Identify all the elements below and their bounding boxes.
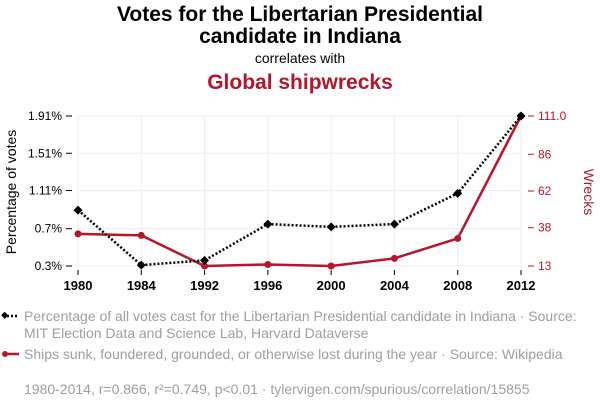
series-line-shipwrecks	[77, 115, 523, 268]
right-tick-label: 111.0	[538, 109, 567, 123]
point-shipwrecks	[201, 262, 209, 270]
left-axis-label: Percentage of votes	[3, 130, 19, 255]
x-tick-label: 2012	[507, 278, 536, 293]
chart-connector: correlates with	[255, 50, 345, 66]
chart-title-line1: Votes for the Libertarian Presidential	[117, 3, 483, 26]
right-tick-label: 62	[538, 184, 552, 198]
legend-swatch-votes	[1, 311, 19, 319]
left-tick-label: 1.51%	[28, 146, 62, 160]
x-tick-label: 2008	[443, 278, 472, 293]
point-shipwrecks	[454, 234, 462, 242]
point-shipwrecks	[390, 254, 398, 262]
left-tick-label: 1.11%	[29, 184, 62, 198]
point-votes	[326, 222, 336, 232]
legend-item-shipwrecks: Ships sunk, foundered, grounded, or othe…	[0, 346, 584, 363]
right-axis-label: Wrecks	[581, 169, 597, 215]
legend-text-votes: Percentage of all votes cast for the Lib…	[24, 308, 577, 341]
point-votes	[200, 255, 210, 265]
footer-stats: 1980-2014, r=0.866, r²=0.749, p<0.01 · t…	[24, 381, 530, 397]
x-tick-label: 1980	[64, 278, 93, 293]
left-tick-label: 0.7%	[35, 222, 63, 236]
grid	[77, 115, 522, 267]
point-shipwrecks	[327, 262, 335, 270]
series-line-votes	[77, 115, 522, 267]
legend-swatch-shipwrecks	[2, 351, 19, 357]
x-tick-label: 2000	[317, 278, 346, 293]
x-tick-label: 1984	[127, 278, 157, 293]
left-tick-label: 0.3%	[35, 259, 63, 273]
chart-title-2: Global shipwrecks	[207, 71, 393, 94]
point-shipwrecks	[137, 231, 145, 239]
x-tick-label: 1996	[253, 278, 282, 293]
left-tick-label: 1.91%	[28, 109, 62, 123]
x-axis-ticks: 1980 1984 1992 1996 2000 2004 2008 2012	[64, 270, 536, 293]
point-votes	[453, 188, 463, 198]
point-votes	[263, 219, 273, 229]
legend-item-votes: Percentage of all votes cast for the Lib…	[0, 308, 584, 342]
series-votes	[73, 111, 526, 270]
point-votes	[73, 205, 83, 215]
x-tick-label: 2004	[380, 278, 410, 293]
legend-text-shipwrecks: Ships sunk, foundered, grounded, or othe…	[24, 346, 563, 362]
x-tick-label: 1992	[190, 278, 219, 293]
right-axis-ticks: 13 38 62 86 111.0	[528, 109, 567, 273]
point-votes	[516, 111, 526, 121]
point-shipwrecks	[264, 260, 272, 268]
chart-title-line2: candidate in Indiana	[199, 25, 401, 48]
point-votes	[136, 260, 146, 270]
point-votes	[389, 219, 399, 229]
right-tick-label: 86	[538, 147, 552, 161]
point-shipwrecks	[74, 230, 82, 238]
right-tick-label: 38	[538, 221, 552, 235]
right-tick-label: 13	[538, 259, 552, 273]
left-axis-ticks: 0.3% 0.7% 1.11% 1.51% 1.91%	[28, 109, 72, 273]
